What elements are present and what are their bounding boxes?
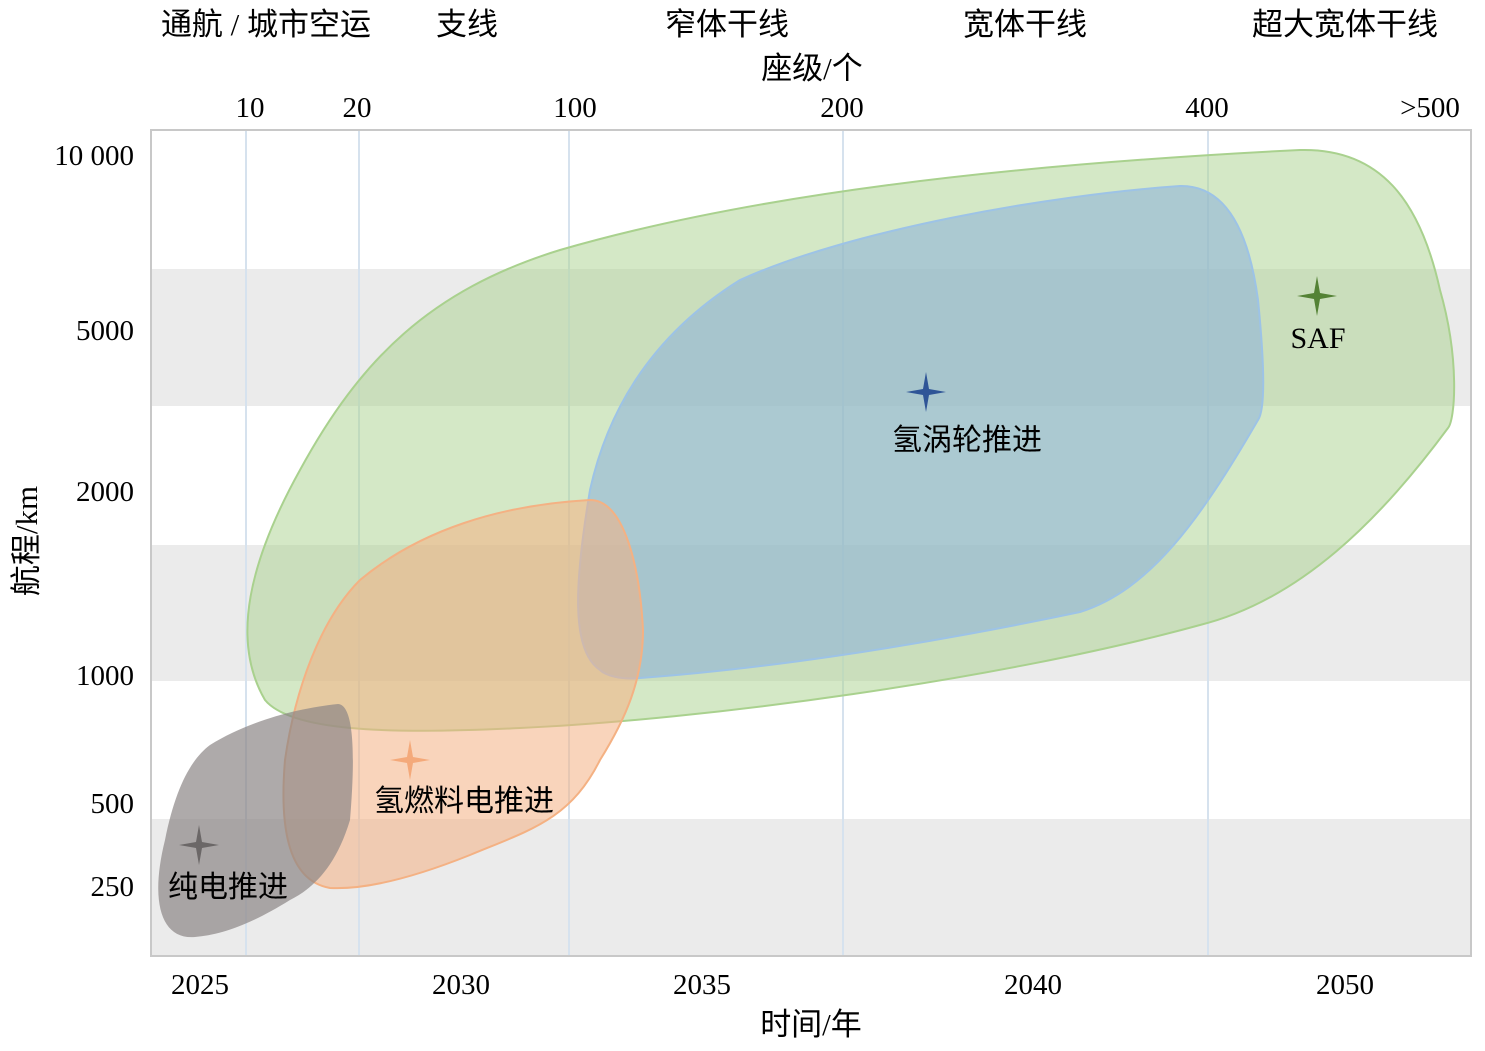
top-tick: >500 [1400,92,1460,124]
top-axis-title: 座级/个 [761,51,863,86]
x-axis-title: 时间/年 [760,1007,862,1042]
y-tick: 500 [91,788,135,820]
x-tick: 2050 [1316,969,1374,1001]
star-marker-icon [906,372,946,412]
series-label: 氢涡轮推进 [892,424,1042,457]
star-marker-icon [1297,276,1337,316]
x-tick: 2030 [432,969,490,1001]
star-marker-icon [179,825,219,865]
y-tick: 1000 [76,660,134,692]
y-tick: 250 [91,871,135,903]
region-hydrogen-turbine [577,184,1265,680]
top-tick: 200 [820,92,864,124]
category-label: 超大宽体干线 [1252,7,1438,42]
y-tick: 10 000 [54,140,134,172]
top-tick: 400 [1185,92,1229,124]
series-label: SAF [1290,322,1345,355]
series-label: 纯电推进 [168,871,288,904]
plot-border [150,129,1472,957]
category-label: 窄体干线 [665,7,789,42]
y-tick: 5000 [76,315,134,347]
category-label: 通航 / 城市空运 [161,7,371,42]
x-tick: 2035 [673,969,731,1001]
top-tick: 100 [553,92,597,124]
y-axis-title: 航程/km [9,486,44,596]
star-marker-icon [390,740,430,780]
series-label: 氢燃料电推进 [374,785,554,818]
y-tick: 2000 [76,476,134,508]
top-tick: 20 [343,92,372,124]
x-tick: 2040 [1004,969,1062,1001]
category-label: 支线 [436,7,498,42]
x-tick: 2025 [171,969,229,1001]
region-battery-electric [158,704,353,938]
top-tick: 10 [236,92,265,124]
category-label: 宽体干线 [963,7,1087,42]
